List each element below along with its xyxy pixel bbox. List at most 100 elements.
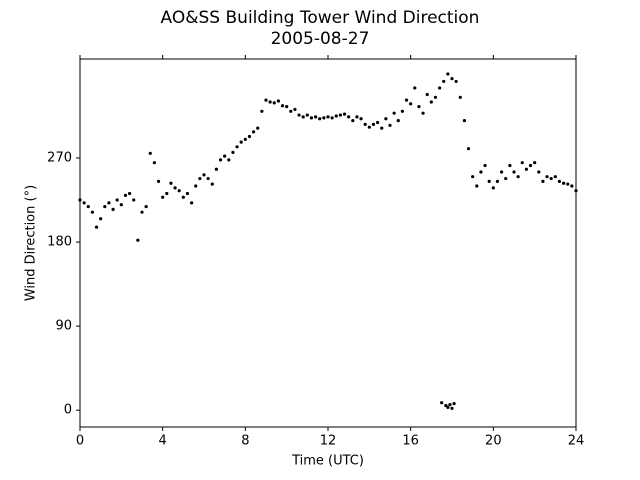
data-point: [132, 198, 136, 202]
data-point: [541, 179, 545, 183]
data-point: [574, 189, 578, 193]
data-point: [252, 130, 256, 134]
data-point: [471, 175, 475, 179]
data-point: [276, 99, 280, 103]
data-point: [330, 116, 334, 120]
data-point: [553, 175, 557, 179]
chart-subtitle: 2005-08-27: [271, 29, 370, 49]
data-point: [363, 122, 367, 126]
data-point: [446, 405, 450, 409]
data-point: [99, 217, 103, 221]
data-point: [413, 86, 417, 90]
data-point: [508, 163, 512, 168]
data-point: [115, 198, 119, 202]
data-point: [388, 123, 392, 127]
data-point: [458, 95, 462, 99]
data-point: [223, 154, 227, 158]
data-point: [347, 115, 351, 119]
y-tick-label: 180: [47, 235, 72, 250]
data-point: [247, 134, 252, 139]
data-point: [376, 120, 380, 125]
data-point: [450, 406, 454, 410]
data-point: [136, 238, 140, 242]
data-point: [562, 181, 566, 185]
data-point: [206, 176, 210, 181]
data-point: [444, 403, 448, 408]
x-axis-label: Time (UTC): [291, 454, 364, 469]
x-tick-label: 4: [159, 434, 167, 449]
data-point: [516, 175, 520, 179]
data-point: [256, 126, 260, 130]
data-point: [528, 163, 533, 168]
data-point: [396, 119, 400, 123]
data-point: [409, 102, 413, 106]
data-point: [144, 204, 148, 209]
data-point: [326, 115, 330, 119]
x-tick-label: 20: [485, 434, 502, 449]
data-point: [440, 401, 444, 405]
data-point: [128, 191, 132, 196]
data-point: [268, 100, 272, 104]
data-point: [218, 158, 223, 162]
data-point: [483, 163, 487, 168]
data-point: [82, 201, 86, 205]
data-point: [111, 207, 115, 211]
y-tick-label: 270: [47, 151, 72, 166]
data-point: [239, 140, 243, 144]
data-point: [462, 119, 466, 123]
data-point: [448, 402, 452, 407]
chart-title: AO&SS Building Tower Wind Direction: [161, 8, 480, 28]
data-point: [570, 184, 574, 188]
plot-frame: [79, 58, 577, 428]
data-point: [495, 179, 500, 183]
data-point: [438, 86, 442, 90]
data-point: [202, 173, 206, 177]
data-point: [198, 176, 202, 181]
data-point: [367, 125, 371, 129]
data-point: [450, 77, 454, 81]
data-point: [452, 402, 456, 406]
data-point: [359, 117, 363, 121]
data-point: [487, 179, 491, 183]
data-point: [442, 79, 446, 84]
data-point: [566, 182, 570, 186]
data-point: [404, 98, 409, 102]
data-point: [161, 195, 165, 199]
data-point: [400, 109, 404, 113]
data-point: [446, 72, 450, 76]
data-point: [491, 186, 495, 190]
data-point: [227, 158, 231, 162]
data-point: [119, 203, 123, 207]
data-point: [214, 167, 218, 171]
data-point: [280, 104, 285, 108]
data-point: [194, 184, 198, 188]
data-point: [181, 195, 185, 199]
data-point: [289, 109, 293, 113]
data-point: [466, 147, 471, 151]
data-point: [371, 122, 376, 126]
data-point: [243, 137, 247, 141]
x-tick-label: 12: [320, 434, 337, 449]
data-point: [140, 210, 144, 214]
data-point: [123, 193, 128, 197]
data-point: [549, 176, 553, 181]
data-point: [231, 150, 235, 155]
x-tick-label: 8: [241, 434, 249, 449]
data-point: [351, 119, 355, 123]
x-tick-label: 0: [76, 434, 84, 449]
x-tick-label: 24: [568, 434, 585, 449]
data-point: [520, 161, 524, 165]
data-point: [305, 113, 309, 117]
data-point: [318, 117, 322, 121]
data-point: [512, 170, 516, 174]
data-point: [301, 115, 305, 119]
data-point: [148, 151, 152, 155]
data-point: [417, 105, 421, 109]
data-point: [78, 198, 82, 202]
data-point: [107, 201, 111, 205]
data-point: [421, 111, 425, 115]
data-point: [90, 210, 94, 214]
data-point: [190, 201, 194, 205]
data-point: [392, 111, 396, 115]
